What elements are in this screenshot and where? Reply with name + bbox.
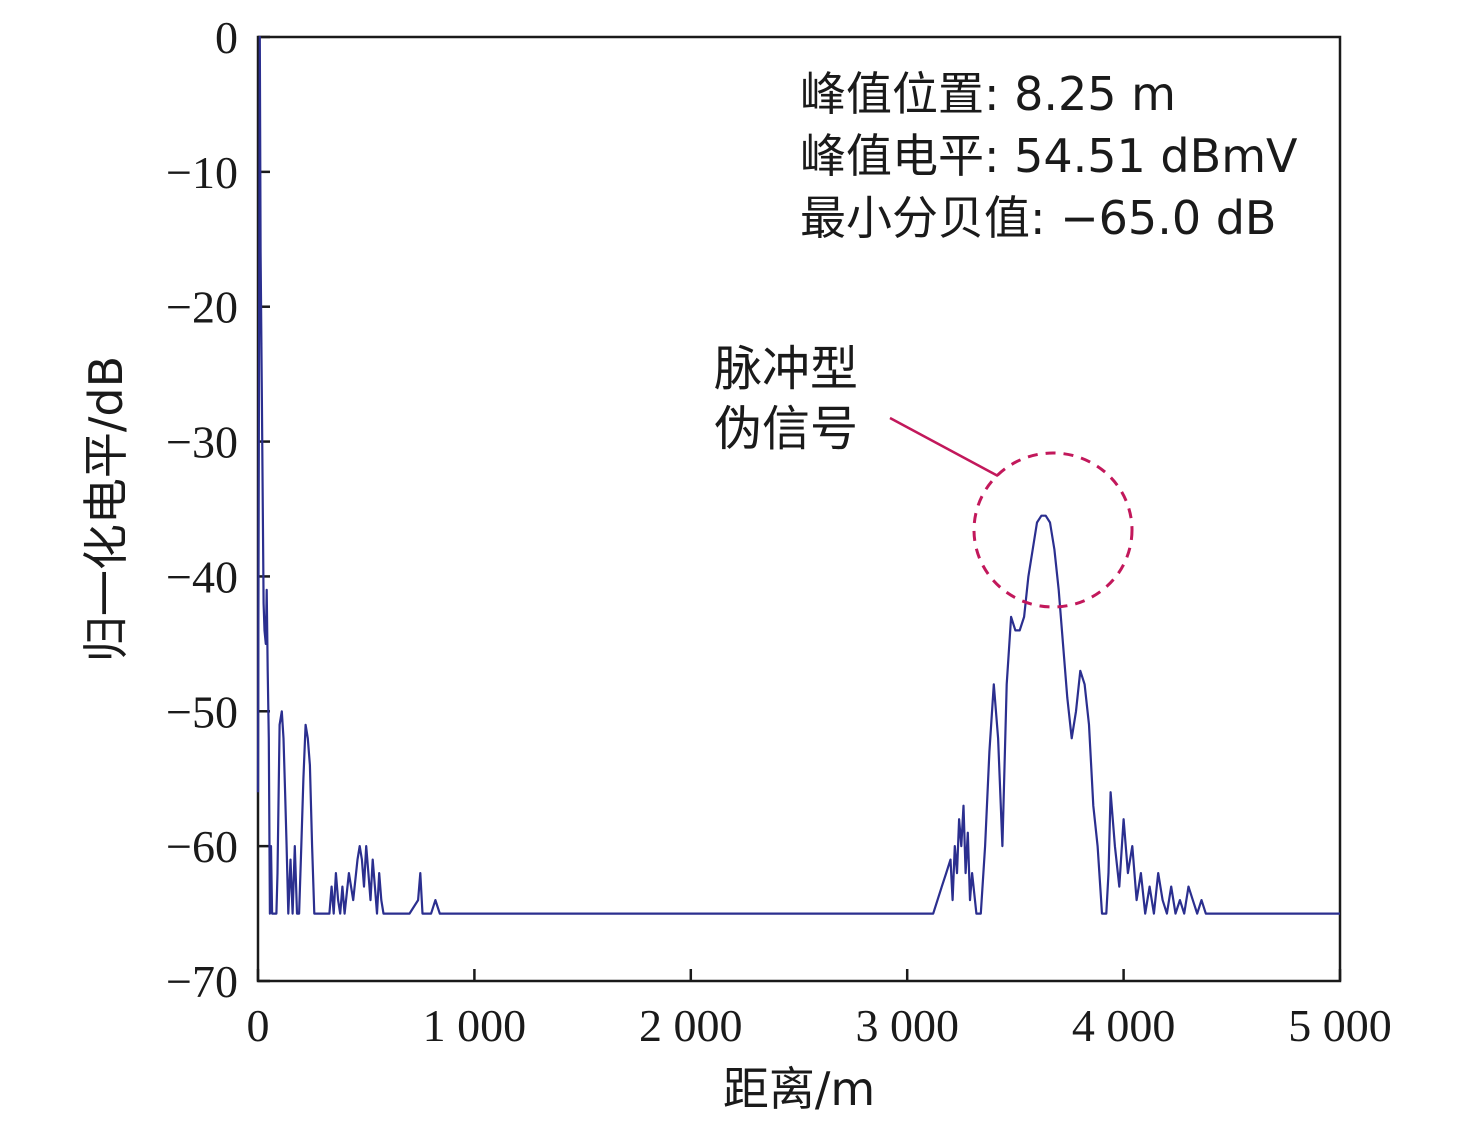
- annotation-label-line2: 伪信号: [714, 401, 858, 457]
- x-axis-ticks: 0 1 000 2 000 3 000 4 000 5 000: [247, 969, 1392, 1051]
- annotation-pointer: [889, 416, 999, 478]
- x-axis-title: 距离/m: [723, 1062, 875, 1116]
- y-tick-label: −20: [166, 282, 238, 333]
- series-line: [256, 35, 1340, 915]
- x-tick-label: 2 000: [639, 1000, 743, 1051]
- info-line-min-db: 最小分贝值: −65.0 dB: [800, 191, 1276, 245]
- y-tick-label: −60: [166, 821, 238, 872]
- x-tick-label: 1 000: [423, 1000, 527, 1051]
- x-tick-label: 3 000: [855, 1000, 959, 1051]
- annotation-circle: [972, 451, 1134, 609]
- x-tick-label: 5 000: [1288, 1000, 1392, 1051]
- y-axis-ticks: 0 −10 −20 −30 −40 −50 −60 −70: [166, 12, 270, 1007]
- info-box: 峰值位置: 8.25 m 峰值电平: 54.51 dBmV 最小分贝值: −65…: [800, 67, 1298, 245]
- annotation: 脉冲型 伪信号: [714, 341, 1134, 609]
- info-line-peak-position: 峰值位置: 8.25 m: [800, 67, 1176, 121]
- y-tick-label: −30: [166, 417, 238, 468]
- series-layer: [256, 35, 1340, 915]
- y-tick-label: −70: [166, 956, 238, 1007]
- x-tick-label: 0: [247, 1000, 270, 1051]
- y-tick-label: 0: [215, 12, 238, 63]
- y-tick-label: −40: [166, 551, 238, 602]
- x-tick-label: 4 000: [1072, 1000, 1176, 1051]
- y-tick-label: −50: [166, 686, 238, 737]
- y-axis-title: 归一化电平/dB: [79, 356, 133, 662]
- info-line-peak-level: 峰值电平: 54.51 dBmV: [800, 129, 1298, 183]
- annotation-label-line1: 脉冲型: [714, 341, 858, 397]
- y-tick-label: −10: [166, 147, 238, 198]
